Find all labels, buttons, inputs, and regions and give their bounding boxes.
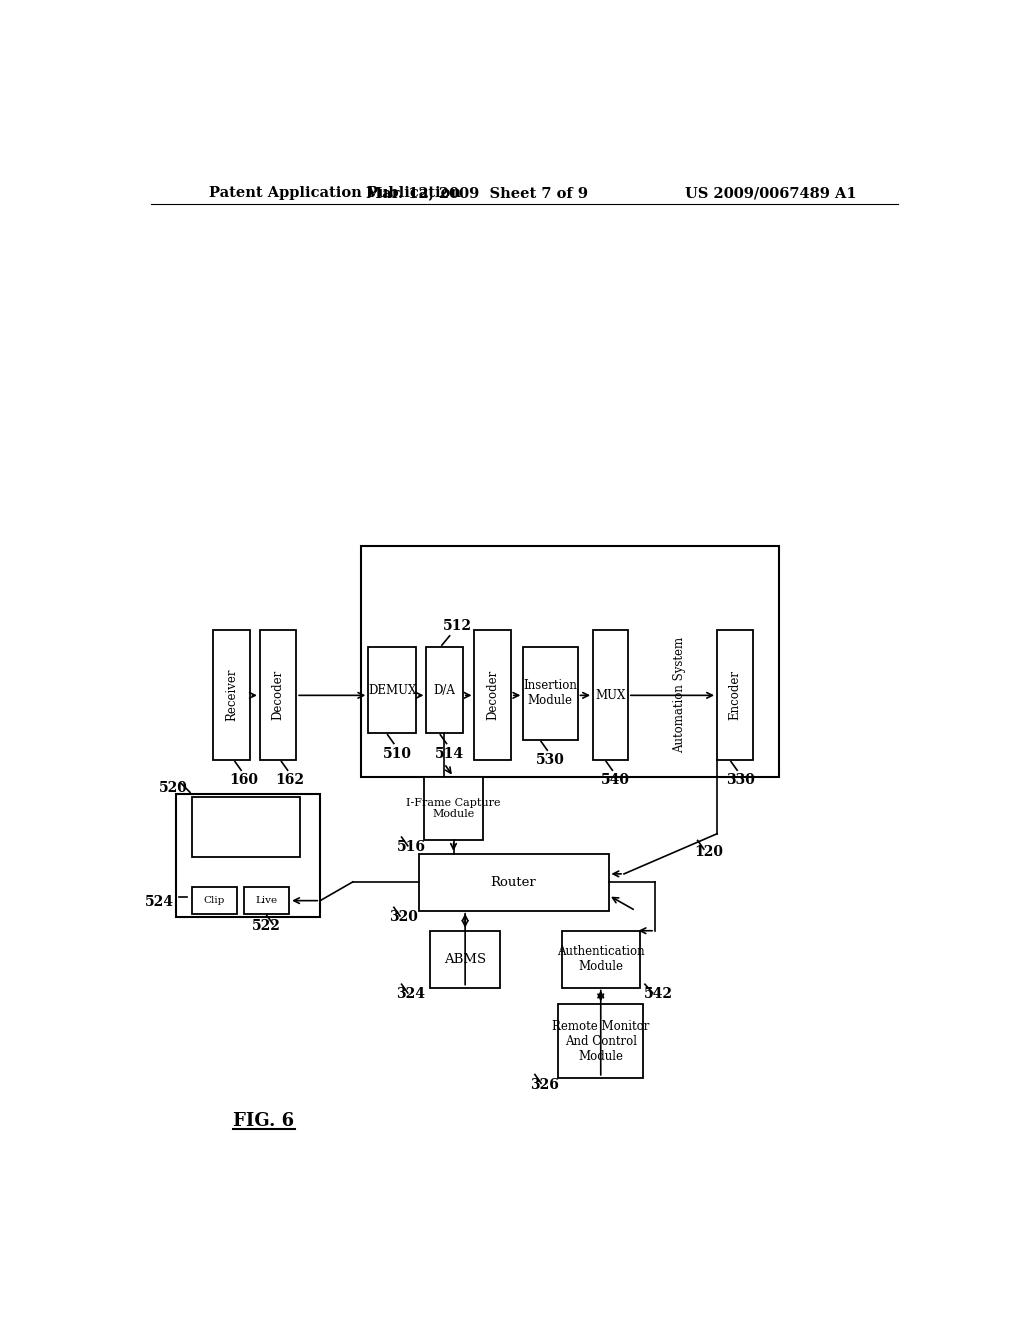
FancyBboxPatch shape bbox=[360, 546, 779, 777]
Text: 320: 320 bbox=[389, 911, 418, 924]
Text: Automation System: Automation System bbox=[674, 638, 686, 754]
FancyBboxPatch shape bbox=[593, 630, 628, 760]
Text: D/A: D/A bbox=[433, 684, 456, 697]
FancyBboxPatch shape bbox=[191, 797, 300, 857]
Text: 524: 524 bbox=[144, 895, 173, 909]
Text: Encoder: Encoder bbox=[729, 671, 741, 719]
Text: Router: Router bbox=[490, 875, 537, 888]
Text: 512: 512 bbox=[442, 619, 472, 634]
Text: 162: 162 bbox=[275, 774, 304, 787]
Text: 514: 514 bbox=[435, 747, 464, 760]
FancyBboxPatch shape bbox=[424, 777, 483, 841]
Text: Insertion
Module: Insertion Module bbox=[523, 680, 578, 708]
Text: Clip: Clip bbox=[204, 896, 224, 906]
FancyBboxPatch shape bbox=[717, 630, 754, 760]
Text: 540: 540 bbox=[601, 774, 630, 787]
Text: 160: 160 bbox=[229, 774, 258, 787]
FancyBboxPatch shape bbox=[523, 647, 578, 741]
FancyBboxPatch shape bbox=[191, 887, 237, 913]
Text: 120: 120 bbox=[694, 846, 724, 859]
FancyBboxPatch shape bbox=[562, 931, 640, 987]
Text: 510: 510 bbox=[382, 747, 412, 760]
Text: Live: Live bbox=[256, 896, 278, 906]
FancyBboxPatch shape bbox=[558, 1005, 643, 1078]
FancyBboxPatch shape bbox=[474, 630, 511, 760]
Text: Mar. 12, 2009  Sheet 7 of 9: Mar. 12, 2009 Sheet 7 of 9 bbox=[366, 186, 588, 201]
Text: Remote Monitor
And Control
Module: Remote Monitor And Control Module bbox=[552, 1019, 649, 1063]
FancyBboxPatch shape bbox=[213, 630, 250, 760]
Text: Decoder: Decoder bbox=[271, 669, 285, 721]
FancyBboxPatch shape bbox=[369, 647, 417, 734]
Text: I-Frame Capture
Module: I-Frame Capture Module bbox=[407, 797, 501, 820]
Text: DEMUX: DEMUX bbox=[368, 684, 417, 697]
Text: 324: 324 bbox=[396, 987, 425, 1002]
Text: ABMS: ABMS bbox=[444, 953, 486, 966]
Text: Receiver: Receiver bbox=[225, 669, 238, 721]
FancyBboxPatch shape bbox=[419, 854, 608, 911]
Text: MUX: MUX bbox=[595, 689, 626, 701]
Text: 542: 542 bbox=[644, 987, 673, 1002]
FancyBboxPatch shape bbox=[430, 931, 500, 987]
Text: 326: 326 bbox=[529, 1077, 559, 1092]
FancyBboxPatch shape bbox=[260, 630, 296, 760]
Text: US 2009/0067489 A1: US 2009/0067489 A1 bbox=[685, 186, 857, 201]
Text: 520: 520 bbox=[159, 781, 187, 796]
Text: Decoder: Decoder bbox=[486, 669, 499, 721]
Text: 522: 522 bbox=[252, 919, 281, 933]
Text: 330: 330 bbox=[726, 774, 755, 787]
FancyBboxPatch shape bbox=[176, 793, 321, 917]
Text: 516: 516 bbox=[396, 840, 425, 854]
Text: FIG. 6: FIG. 6 bbox=[233, 1113, 294, 1130]
FancyBboxPatch shape bbox=[245, 887, 289, 913]
Text: 530: 530 bbox=[536, 754, 565, 767]
Text: Authentication
Module: Authentication Module bbox=[557, 945, 644, 973]
FancyBboxPatch shape bbox=[426, 647, 463, 734]
Text: Patent Application Publication: Patent Application Publication bbox=[209, 186, 462, 201]
